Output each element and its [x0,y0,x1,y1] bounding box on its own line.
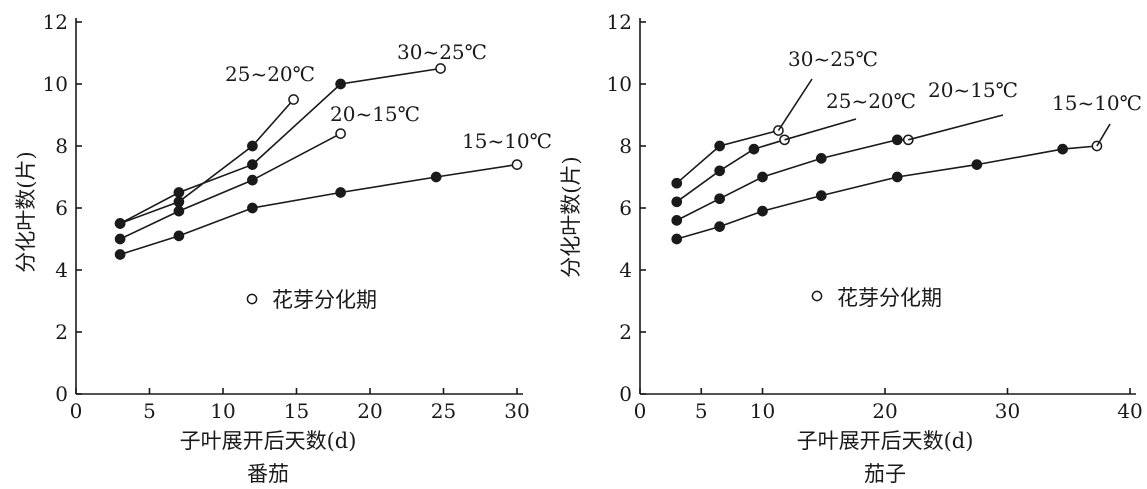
y-tick-label: 8 [619,134,632,158]
y-tick-label: 2 [619,320,632,344]
data-point [114,218,126,229]
y-axis-label: 分化叶数(片) [14,151,38,272]
flower-bud-point [335,128,346,139]
chart-tomato: 0 2 4 6 8 10 12 0 5 10 15 20 25 30 分化叶数(片) 子叶展开后天数(d) 番茄… [14,10,552,486]
data-point [714,140,725,152]
x-tick-label: 10 [210,399,235,423]
series-label: 30~25℃ [788,47,878,71]
chart-title: 茄子 [864,462,906,486]
data-point [815,153,827,164]
y-tick-label: 4 [619,258,632,282]
x-axis-label: 子叶展开后天数(d) [797,429,974,453]
y-tick-label: 8 [55,134,68,158]
data-point [714,193,725,205]
data-point [1057,143,1068,155]
x-tick-label: 20 [357,399,382,423]
x-tick-label: 25 [431,399,456,423]
legend-label: 花芽分化期 [837,286,942,310]
data-point [173,205,185,217]
y-tick-label: 10 [607,72,632,96]
x-tick-label: 15 [284,399,309,423]
data-point [748,143,760,155]
x-tick-label: 0 [634,399,647,423]
series-line [676,139,909,222]
data-point [671,215,683,226]
data-point [815,190,827,201]
data-point [714,165,725,177]
data-point [114,249,126,260]
data-point [971,159,983,170]
y-tick-label: 12 [43,10,68,34]
series-line [119,163,518,256]
series-line [676,145,1097,240]
data-point [247,159,258,170]
data-point [757,171,768,183]
legend-marker [246,293,258,305]
flower-bud-point [288,94,299,105]
flower-bud-point [435,63,446,74]
flower-bud-point [511,159,523,170]
label-leader-line [1096,123,1111,147]
x-tick-label: 10 [750,399,775,423]
label-leader-line [908,114,1004,141]
x-tick-label: 30 [995,399,1020,423]
x-tick-label: 20 [872,399,897,423]
y-tick-label: 2 [55,320,68,344]
series-label: 25~20℃ [826,89,916,113]
series-line [119,132,341,240]
data-point [714,221,725,232]
series-line [676,139,785,203]
data-point [671,233,683,245]
x-tick-label: 0 [70,399,83,423]
y-tick-label: 10 [43,72,68,96]
x-tick-label: 40 [1117,399,1142,423]
data-point [891,134,903,146]
y-tick-label: 0 [619,382,632,406]
data-point [173,196,185,208]
data-point [757,205,768,217]
legend-marker [811,290,823,302]
y-tick-label: 4 [55,258,68,282]
data-point [247,140,258,152]
label-leader-line [784,118,857,141]
chart-eggplant: 0 2 4 6 8 10 12 0 5 10 20 30 40 分化叶数(片) 子叶展开后天数(d) 茄子 30… [559,10,1143,486]
data-point [247,202,258,214]
y-axis-label: 分化叶数(片) [559,156,583,277]
series-label: 25~20℃ [225,62,315,86]
series-label: 20~15℃ [928,78,1018,102]
data-point [671,196,683,208]
x-tick-label: 5 [143,399,156,423]
data-point [430,171,442,183]
data-point [891,171,903,183]
data-point [173,230,185,242]
chart-title: 番茄 [247,462,289,486]
data-point [671,177,683,189]
y-tick-label: 12 [607,10,632,34]
series-label: 30~25℃ [397,40,487,64]
data-point [247,174,258,186]
y-tick-label: 0 [55,382,68,406]
data-point [114,233,126,245]
data-point [335,187,346,198]
series-line [119,98,295,225]
y-tick-label: 6 [619,196,632,220]
series-label: 15~10℃ [1052,91,1142,115]
label-leader-line [777,78,813,131]
data-point [173,187,185,198]
data-point [335,78,346,90]
series-label: 20~15℃ [330,102,420,126]
x-tick-label: 5 [695,399,708,423]
series-line [119,67,441,225]
legend-label: 花芽分化期 [272,288,377,312]
y-tick-label: 6 [55,196,68,220]
x-tick-label: 30 [504,399,529,423]
x-axis-label: 子叶展开后天数(d) [180,429,357,453]
series-label: 15~10℃ [462,129,552,153]
